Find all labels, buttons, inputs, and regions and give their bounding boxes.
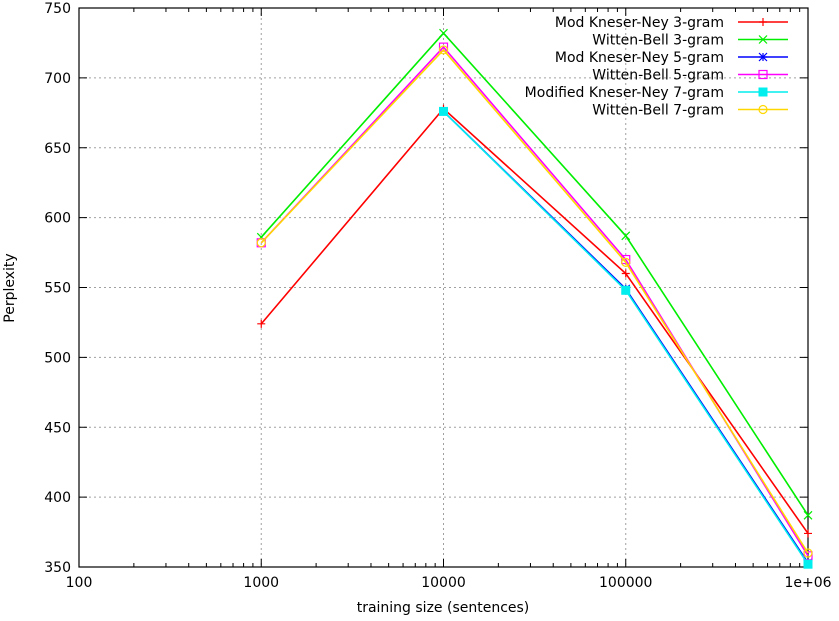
series-3 <box>439 106 813 568</box>
filled-square-marker-icon <box>803 559 813 569</box>
x-tick-label: 1000 <box>243 575 279 591</box>
cross-marker-icon <box>758 35 768 44</box>
data-point <box>803 548 813 558</box>
data-point <box>439 28 448 38</box>
legend-item: Witten-Bell 7-gram <box>592 103 788 119</box>
y-tick-label: 500 <box>44 350 71 366</box>
series-line <box>260 48 809 554</box>
y-tick-label: 700 <box>44 71 71 87</box>
cross-marker-icon <box>439 28 448 38</box>
legend-item: Witten-Bell 5-gram <box>592 68 788 84</box>
legend-label: Witten-Bell 3-gram <box>592 33 724 49</box>
data-point <box>758 52 768 62</box>
data-point <box>621 231 631 241</box>
cross-marker-icon <box>621 231 631 241</box>
data-point <box>439 106 448 116</box>
legend-label: Witten-Bell 5-gram <box>592 68 724 84</box>
plus-marker-icon <box>621 269 630 278</box>
y-tick-label: 450 <box>44 420 71 436</box>
data-point <box>758 104 768 115</box>
series-5 <box>439 106 813 569</box>
y-tick-label: 750 <box>44 1 71 17</box>
data-point <box>803 510 813 520</box>
data-point <box>803 559 813 569</box>
series-group <box>256 28 813 569</box>
data-point <box>759 18 767 26</box>
data-point <box>758 35 768 44</box>
series-line <box>260 31 809 516</box>
data-point <box>758 87 768 97</box>
x-tick-label: 1e+06 <box>784 575 831 591</box>
legend-label: Modified Kneser-Ney 7-gram <box>525 85 724 101</box>
star-marker-icon <box>758 52 768 62</box>
data-point <box>438 45 449 55</box>
legend-label: Witten-Bell 7-gram <box>592 103 724 119</box>
open-circle-marker-icon <box>256 238 266 248</box>
data-point <box>621 257 631 267</box>
series-line <box>260 45 809 557</box>
filled-square-marker-icon <box>758 87 768 97</box>
legend-item: Mod Kneser-Ney 5-gram <box>555 50 788 66</box>
axis-ticks: 100 1000 10000 100000 1e+06 350 400 450 500 550 60… <box>44 1 831 591</box>
legend-item: Witten-Bell 3-gram <box>592 33 788 49</box>
legend-item: Modified Kneser-Ney 7-gram <box>525 85 788 101</box>
filled-square-marker-icon <box>621 285 631 295</box>
open-circle-marker-icon <box>621 257 631 267</box>
filled-square-marker-icon <box>439 106 448 116</box>
grid <box>79 8 808 567</box>
plus-marker-icon <box>257 319 266 328</box>
series-2 <box>256 28 813 520</box>
cross-marker-icon <box>803 510 813 520</box>
legend-item: Mod Kneser-Ney 3-gram <box>555 15 788 31</box>
y-axis-label: Perplexity <box>2 253 18 322</box>
series-4 <box>256 42 813 561</box>
series-1 <box>257 104 812 538</box>
data-point <box>256 238 266 248</box>
open-circle-marker-icon <box>438 45 449 55</box>
data-point <box>804 529 812 538</box>
legend-label: Mod Kneser-Ney 3-gram <box>555 15 724 31</box>
data-point <box>621 269 630 278</box>
x-tick-label: 100 <box>66 575 93 591</box>
data-point <box>758 69 768 80</box>
y-tick-label: 350 <box>44 560 71 576</box>
y-tick-label: 650 <box>44 141 71 157</box>
open-square-marker-icon <box>758 69 768 80</box>
plus-marker-icon <box>759 18 767 26</box>
series-6 <box>256 45 813 558</box>
x-tick-label: 100000 <box>599 575 652 591</box>
y-tick-label: 600 <box>44 211 71 227</box>
data-point <box>621 285 631 295</box>
data-point <box>257 319 266 328</box>
y-tick-label: 550 <box>44 281 71 297</box>
x-tick-label: 10000 <box>421 575 466 591</box>
series-line <box>260 107 809 534</box>
x-axis-label: training size (sentences) <box>357 600 530 616</box>
legend-label: Mod Kneser-Ney 5-gram <box>555 50 724 66</box>
open-circle-marker-icon <box>758 104 768 115</box>
open-circle-marker-icon <box>803 548 813 558</box>
plus-marker-icon <box>804 529 812 538</box>
y-tick-label: 400 <box>44 490 71 506</box>
